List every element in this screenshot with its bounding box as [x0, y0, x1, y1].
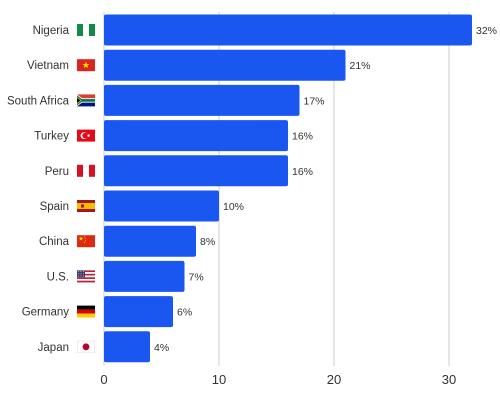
category-labels: Nigeria Vietnam South Africa Turkey Peru Spai… — [7, 25, 70, 354]
bar — [104, 296, 173, 328]
bar — [104, 190, 219, 222]
category-label: U.S. — [47, 271, 69, 283]
value-label: 4% — [154, 342, 169, 354]
bar — [104, 14, 472, 46]
category-label: South Africa — [7, 95, 70, 107]
bar — [104, 225, 196, 257]
category-label: Germany — [22, 307, 70, 319]
x-tick-label: 0 — [100, 372, 107, 387]
value-label: 21% — [350, 60, 371, 72]
value-label: 6% — [177, 307, 192, 319]
bar — [104, 49, 346, 81]
china-flag-icon — [77, 235, 95, 248]
category-label: Peru — [45, 166, 69, 178]
value-label: 16% — [292, 131, 313, 143]
bar — [104, 260, 185, 292]
vietnam-flag-icon — [77, 59, 95, 72]
peru-flag-icon — [77, 164, 95, 177]
value-labels: 32% 21% 17% 16% 16% 10% 8% 7% 6% 4% — [154, 25, 497, 354]
category-label: Japan — [38, 342, 69, 354]
value-label: 17% — [304, 95, 325, 107]
value-label: 10% — [223, 201, 244, 213]
spain-flag-icon — [77, 200, 95, 212]
category-label: Vietnam — [27, 60, 69, 72]
category-label: Turkey — [34, 131, 69, 143]
value-label: 32% — [476, 25, 497, 37]
turkey-flag-icon — [77, 129, 95, 142]
germany-flag-icon — [77, 305, 95, 318]
nigeria-flag-icon — [77, 24, 95, 36]
bar — [104, 155, 288, 187]
x-tick-label: 20 — [327, 372, 341, 387]
value-label: 8% — [200, 236, 215, 248]
x-axis-ticks: 0 10 20 30 — [100, 372, 456, 387]
category-label: China — [39, 236, 70, 248]
x-tick-label: 10 — [212, 372, 226, 387]
bars — [104, 14, 472, 363]
bar — [104, 331, 150, 363]
flag-icons — [77, 24, 95, 353]
bar — [104, 84, 300, 116]
japan-flag-icon — [77, 340, 95, 353]
x-tick-label: 30 — [442, 372, 456, 387]
category-label: Spain — [40, 201, 69, 213]
category-label: Nigeria — [33, 25, 70, 37]
value-label: 7% — [189, 271, 204, 283]
south-africa-flag-icon — [77, 94, 95, 107]
value-label: 16% — [292, 166, 313, 178]
us-flag-icon — [77, 270, 95, 283]
bar — [104, 120, 288, 152]
